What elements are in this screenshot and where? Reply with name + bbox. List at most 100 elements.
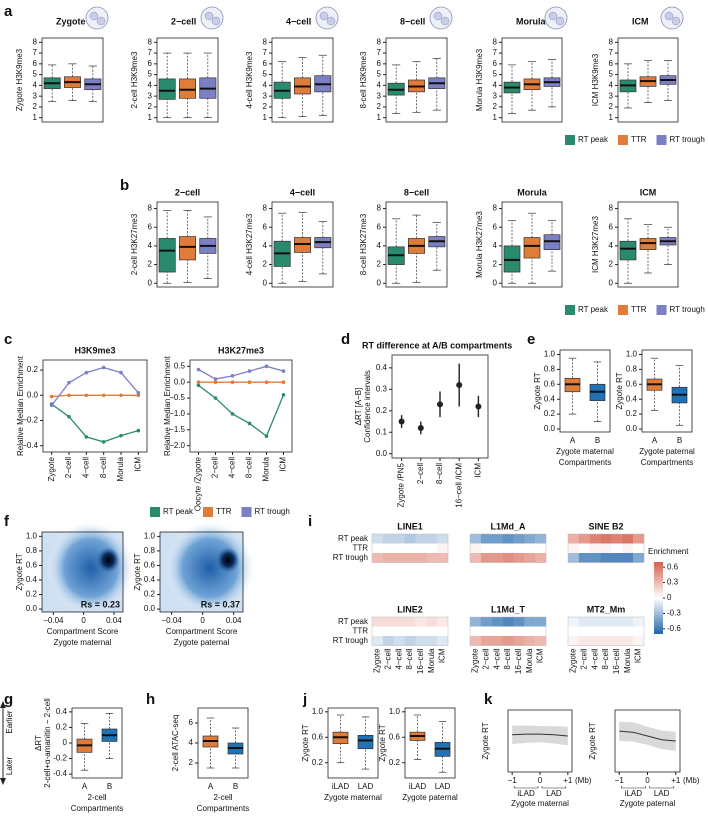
density-peak	[97, 547, 120, 573]
heatmap-cell	[568, 636, 580, 646]
heatmap-cell	[393, 636, 405, 646]
y-axis-label: 8-cell H3K27me3	[359, 213, 368, 275]
plot-frame	[41, 37, 104, 123]
heatmap-cell	[589, 534, 601, 544]
y-tick-label: 4	[33, 80, 38, 89]
column-label: 8−cell	[405, 648, 414, 669]
x-tick-label: 8−cell	[245, 457, 254, 478]
series-point	[101, 440, 106, 444]
row-label: TTR	[352, 626, 368, 635]
plot-frame	[404, 707, 456, 779]
heatmap-cell	[622, 534, 634, 544]
x-axis-label: Zygote maternal	[511, 799, 569, 808]
legend-label: TTR	[631, 305, 647, 314]
point	[417, 424, 424, 431]
region-bracket	[620, 786, 646, 789]
x-tick-label: Oocyte /Zygote	[194, 456, 203, 511]
region-label: LAD	[654, 789, 670, 798]
heatmap-cell	[524, 534, 536, 544]
x-tick-label: −1	[615, 776, 625, 785]
heatmap-cell	[502, 626, 514, 637]
x-tick-label: B	[595, 436, 600, 445]
heatmap-cell	[568, 626, 580, 637]
heatmap-cell	[415, 553, 427, 563]
y-tick-label: 4	[609, 241, 614, 250]
heatmap-cell	[491, 534, 503, 544]
y-tick-label: 6	[189, 718, 194, 727]
heatmap-cell	[393, 553, 405, 563]
stage-icon	[211, 16, 221, 26]
heatmap-cell	[382, 553, 394, 563]
series-point	[49, 403, 54, 408]
heatmap-cell	[491, 543, 503, 554]
heatmap-cell	[480, 553, 492, 563]
x-tick-label: 4−cell	[81, 457, 90, 478]
plot-frame	[501, 37, 563, 123]
y-tick-label: 0.0	[626, 424, 638, 433]
column-label: Morula	[427, 648, 436, 673]
y-tick-label: 0	[63, 738, 68, 747]
heatmap-cell	[404, 617, 416, 627]
plot-frame	[617, 37, 679, 123]
y-tick-label: 6	[609, 59, 614, 68]
heatmap-cell	[633, 636, 645, 646]
x-tick-label: 0	[538, 776, 543, 785]
arrow-head	[0, 701, 6, 708]
y-tick-label: 2	[609, 102, 614, 111]
y-tick-label: 8	[377, 204, 382, 213]
x-tick-label: Morula	[262, 456, 271, 481]
y-tick-label: 8	[148, 37, 153, 46]
y-tick-label: 4	[263, 80, 268, 89]
y-tick-label: 0.6	[626, 379, 638, 388]
x-tick-label: 2−cell	[64, 457, 73, 478]
y-tick-label: 0.2	[27, 365, 39, 374]
point	[475, 403, 482, 410]
stage-icon	[89, 11, 99, 21]
heatmap-cell	[502, 636, 514, 646]
x-tick-label: Zygote	[47, 456, 56, 481]
heatmap-cell	[491, 553, 503, 563]
y-tick-label: 0.0	[27, 390, 39, 399]
heatmap-cell	[535, 617, 547, 627]
box	[619, 240, 637, 261]
colorbar-tick-label: -0.3	[667, 609, 681, 618]
series-point	[136, 390, 141, 395]
plot-frame	[501, 201, 563, 288]
y-tick-label: 5	[148, 70, 153, 79]
y-tick-label: 4	[493, 241, 498, 250]
heatmap-cell	[611, 636, 623, 646]
x-tick-label: A	[82, 782, 88, 791]
y-tick-label: −0.4	[22, 441, 38, 450]
subplot-title: Morula	[516, 16, 546, 26]
heatmap-cell	[622, 626, 634, 637]
y-axis-label: Zygote RT	[533, 372, 542, 409]
column-label: 2−cell	[481, 648, 490, 669]
heatmap-cell	[372, 553, 384, 563]
y-axis-label: Relative Median Enrichment	[163, 355, 172, 456]
y-tick-label: 7	[33, 48, 38, 57]
y-tick-label: 1	[493, 113, 498, 122]
x-tick-label: 0	[200, 616, 205, 625]
heatmap-cell	[491, 626, 503, 637]
series-point	[67, 414, 71, 419]
heatmap-frame	[567, 616, 645, 646]
y-tick-label: 2	[148, 260, 153, 269]
y-tick-label: 8	[493, 37, 498, 46]
stage-icon	[319, 11, 329, 21]
heatmap-cell	[524, 553, 536, 563]
y-axis-label: ICM H3K27me3	[591, 216, 600, 273]
confidence-band	[512, 725, 568, 746]
subplot-title: ICM	[640, 187, 657, 197]
y-tick-label: 6	[609, 222, 614, 231]
heatmap-cell	[524, 617, 536, 627]
y-tick-label: 0.2	[376, 406, 388, 415]
y-tick-label: 3	[609, 91, 614, 100]
y-tick-label: −2.0	[169, 441, 185, 450]
box	[158, 78, 176, 100]
heatmap-cell	[578, 636, 590, 646]
y-tick-label: 0.6	[389, 732, 401, 741]
heatmap-cell	[480, 626, 492, 637]
heatmap-cell	[611, 534, 623, 544]
series-line	[198, 384, 285, 438]
row-label: RT trough	[333, 553, 368, 562]
